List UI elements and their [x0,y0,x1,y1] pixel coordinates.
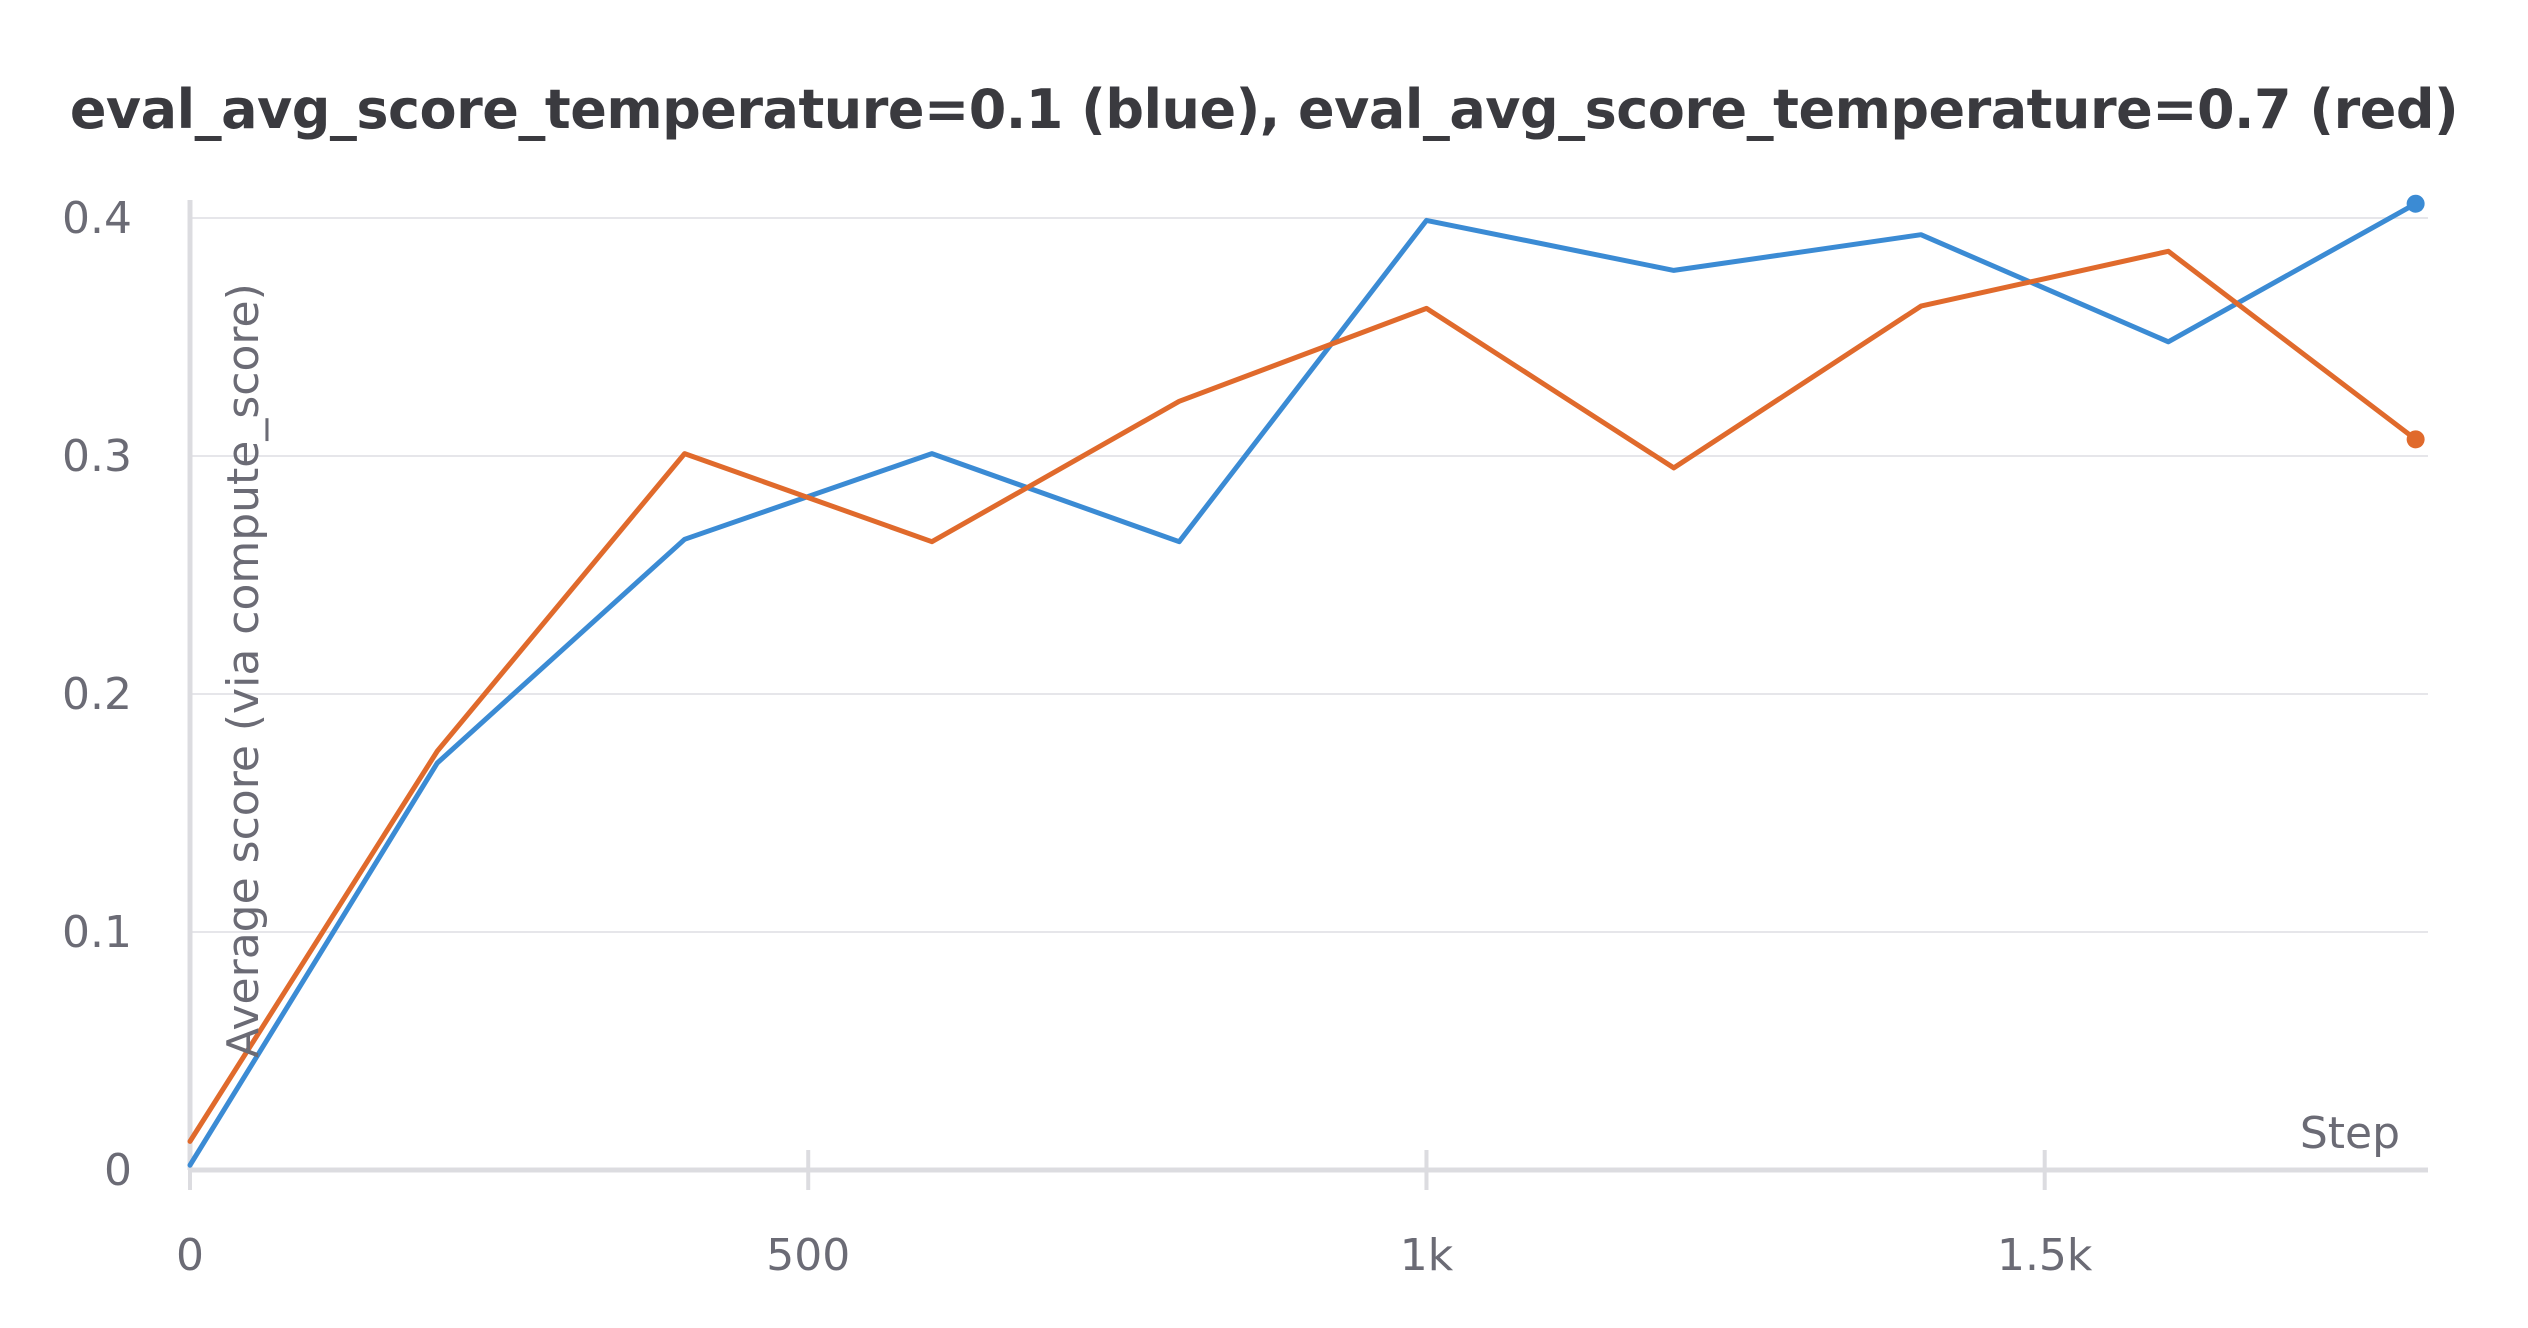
y-tick-label: 0.1 [62,907,132,958]
series-line-0 [187,201,2419,1168]
axis-labels: 0 0.1 0.2 0.3 0.4 0 500 1k 1.5k Step Average score… [62,193,2400,1281]
x-tick-label: 500 [766,1230,850,1281]
y-tick-label: 0.2 [62,669,132,720]
series-line-1 [187,248,2419,1144]
x-tick-label: 1.5k [1997,1230,2093,1281]
y-tick-label: 0.4 [62,193,132,244]
x-tick-label: 1k [1400,1230,1454,1281]
x-tick-label: 0 [176,1230,204,1281]
x-axis-title: Step [2300,1108,2400,1159]
series-end-point-1 [2406,430,2425,449]
data-series [187,194,2425,1168]
y-tick-label: 0 [104,1145,132,1196]
chart-title: eval_avg_score_temperature=0.1 (blue), e… [69,78,2459,141]
grid-lines [190,217,2428,933]
y-axis-title: Average score (via compute_score) [218,283,269,1058]
series-end-point-0 [2406,194,2425,213]
y-tick-label: 0.3 [62,431,132,482]
axes [187,200,2428,1190]
